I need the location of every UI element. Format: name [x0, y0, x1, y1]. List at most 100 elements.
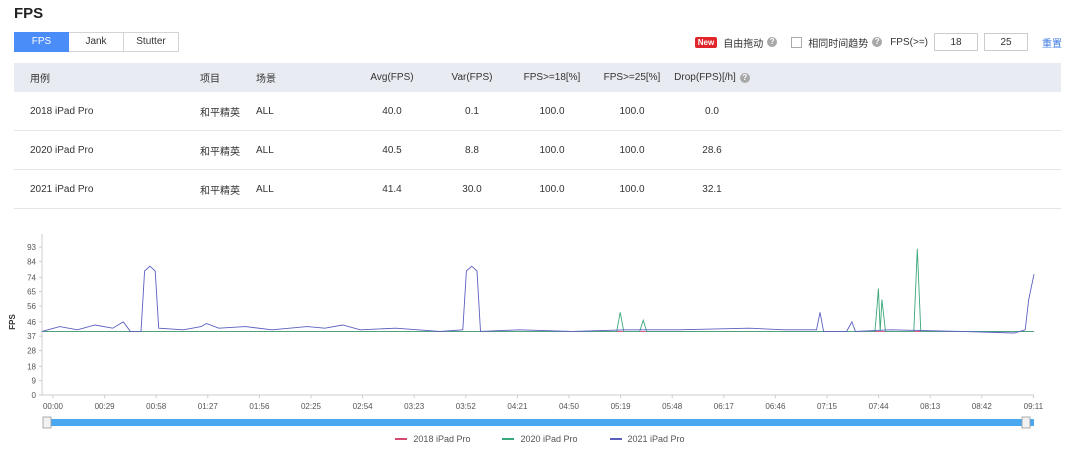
- help-icon[interactable]: ?: [767, 37, 778, 47]
- cell-avg-fps: 40.0: [382, 105, 402, 117]
- x-tick-label: 08:42: [972, 402, 993, 411]
- cell-case: 2021 iPad Pro: [30, 183, 94, 195]
- cell-fps-25: 100.0: [619, 105, 645, 117]
- fps-threshold-label: FPS(>=): [890, 36, 928, 48]
- series-line-2: [41, 265, 1035, 334]
- same-time-trend-checkbox[interactable]: [791, 36, 803, 48]
- chart-legend: 2018 iPad Pro 2020 iPad Pro 2021 iPad Pr…: [0, 434, 1080, 444]
- cell-scene: ALL: [256, 105, 274, 117]
- y-tick-label: 93: [27, 243, 36, 252]
- legend-item-2020[interactable]: 2020 iPad Pro: [502, 434, 578, 444]
- legend-item-2018[interactable]: 2018 iPad Pro: [395, 434, 470, 444]
- x-tick-label: 06:46: [765, 402, 786, 411]
- fps-threshold-input-2[interactable]: [984, 33, 1028, 51]
- x-tick-label: 00:58: [146, 402, 167, 411]
- x-tick-label: 01:56: [249, 402, 270, 411]
- x-tick-label: 02:25: [301, 402, 322, 411]
- y-tick-label: 0: [32, 391, 37, 400]
- legend-swatch: [502, 438, 515, 440]
- table-row[interactable]: 2020 iPad Pro 和平精英 ALL 40.5 8.8 100.0 10…: [14, 131, 1061, 170]
- cell-project: 和平精英: [200, 146, 240, 158]
- zoom-handle-right: [1021, 416, 1031, 429]
- zoom-handle-left: [42, 416, 52, 429]
- col-header-avg-fps[interactable]: Avg(FPS): [370, 72, 414, 83]
- x-tick-label: 07:44: [869, 402, 890, 411]
- col-header-fps-18[interactable]: FPS>=18[%]: [523, 72, 581, 83]
- legend-swatch: [395, 438, 408, 440]
- x-tick-label: 04:21: [507, 402, 528, 411]
- y-tick-label: 37: [27, 332, 36, 341]
- x-tick-label: 09:11: [1024, 402, 1044, 411]
- x-tick-label: 03:23: [404, 402, 425, 411]
- y-tick-label: 28: [27, 346, 36, 355]
- y-tick-label: 65: [27, 288, 36, 297]
- col-header-case[interactable]: 用例: [30, 74, 50, 85]
- x-tick-label: 08:13: [920, 402, 941, 411]
- cell-fps-18: 100.0: [539, 144, 565, 156]
- col-header-fps-25[interactable]: FPS>=25[%]: [603, 72, 661, 83]
- x-tick-label: 05:19: [611, 402, 632, 411]
- reset-link[interactable]: 重置: [1042, 38, 1062, 50]
- x-tick-label: 02:54: [353, 402, 374, 411]
- cell-drop: 0.0: [705, 105, 719, 117]
- cell-avg-fps: 40.5: [382, 144, 402, 156]
- x-tick-label: 01:27: [198, 402, 219, 411]
- cell-case: 2018 iPad Pro: [30, 105, 94, 117]
- table-header: 用例 项目 场景 Avg(FPS) Var(FPS) FPS>=18[%] FP…: [14, 63, 1061, 92]
- drop-header-label: Drop(FPS)[/h]: [674, 72, 736, 83]
- legend-label: 2020 iPad Pro: [520, 434, 578, 444]
- y-tick-label: 84: [27, 257, 36, 266]
- cell-scene: ALL: [256, 183, 274, 195]
- x-tick-label: 07:15: [817, 402, 838, 411]
- free-drag-label[interactable]: 自由拖动: [723, 38, 764, 50]
- tab-stutter[interactable]: Stutter: [124, 32, 179, 52]
- table-row[interactable]: 2018 iPad Pro 和平精英 ALL 40.0 0.1 100.0 10…: [14, 92, 1061, 131]
- col-header-drop[interactable]: Drop(FPS)[/h]?: [672, 72, 752, 83]
- cell-scene: ALL: [256, 144, 274, 156]
- y-tick-label: 74: [27, 273, 36, 282]
- cell-var-fps: 0.1: [465, 105, 479, 117]
- y-tick-label: 18: [27, 362, 36, 371]
- table-row[interactable]: 2021 iPad Pro 和平精英 ALL 41.4 30.0 100.0 1…: [14, 170, 1061, 209]
- y-axis-label: FPS: [8, 314, 17, 330]
- x-tick-label: 04:50: [559, 402, 580, 411]
- help-icon[interactable]: ?: [872, 37, 883, 47]
- x-tick-label: 06:17: [714, 402, 735, 411]
- tab-jank[interactable]: Jank: [69, 32, 124, 52]
- y-tick-label: 56: [27, 302, 36, 311]
- cell-drop: 28.6: [702, 144, 722, 156]
- legend-item-2021[interactable]: 2021 iPad Pro: [609, 434, 685, 444]
- col-header-project[interactable]: 项目: [200, 74, 220, 85]
- x-tick-label: 00:29: [95, 402, 116, 411]
- x-tick-label: 03:52: [456, 402, 477, 411]
- fps-chart[interactable]: FPS 0 9 18 28 37 46 56 65 74 84 93 00:00 00:29 00:58 01…: [0, 228, 1080, 437]
- y-tick-label: 46: [27, 318, 36, 327]
- page-title: FPS: [14, 5, 44, 22]
- legend-swatch: [609, 438, 622, 440]
- cell-fps-18: 100.0: [539, 105, 565, 117]
- new-badge: New: [694, 36, 718, 48]
- cell-drop: 32.1: [702, 183, 722, 195]
- cell-project: 和平精英: [200, 107, 240, 119]
- cell-var-fps: 8.8: [465, 144, 479, 156]
- tab-fps[interactable]: FPS: [14, 32, 69, 52]
- col-header-var-fps[interactable]: Var(FPS): [451, 72, 493, 83]
- cell-var-fps: 30.0: [462, 183, 482, 195]
- legend-label: 2021 iPad Pro: [627, 434, 685, 444]
- cell-fps-25: 100.0: [619, 183, 645, 195]
- fps-threshold-input-1[interactable]: [934, 33, 978, 51]
- same-time-trend-label: 相同时间趋势: [808, 38, 869, 50]
- fps-line-chart[interactable]: FPS 0 9 18 28 37 46 56 65 74 84 93 00:00 00:29 00:58 01…: [0, 228, 1080, 434]
- cell-fps-25: 100.0: [619, 144, 645, 156]
- help-icon[interactable]: ?: [739, 73, 750, 83]
- chart-controls: New 自由拖动 ? 相同时间趋势 ? FPS(>=) 重置: [694, 33, 1062, 51]
- cell-fps-18: 100.0: [539, 183, 565, 195]
- col-header-scene[interactable]: 场景: [256, 74, 276, 85]
- y-tick-label: 9: [32, 377, 37, 386]
- x-tick-label: 00:00: [43, 402, 64, 411]
- legend-label: 2018 iPad Pro: [413, 434, 471, 444]
- cell-avg-fps: 41.4: [382, 183, 402, 195]
- stats-table: 用例 项目 场景 Avg(FPS) Var(FPS) FPS>=18[%] FP…: [14, 63, 1061, 209]
- series-line-1: [42, 248, 1034, 332]
- tab-group: FPS Jank Stutter: [14, 32, 179, 52]
